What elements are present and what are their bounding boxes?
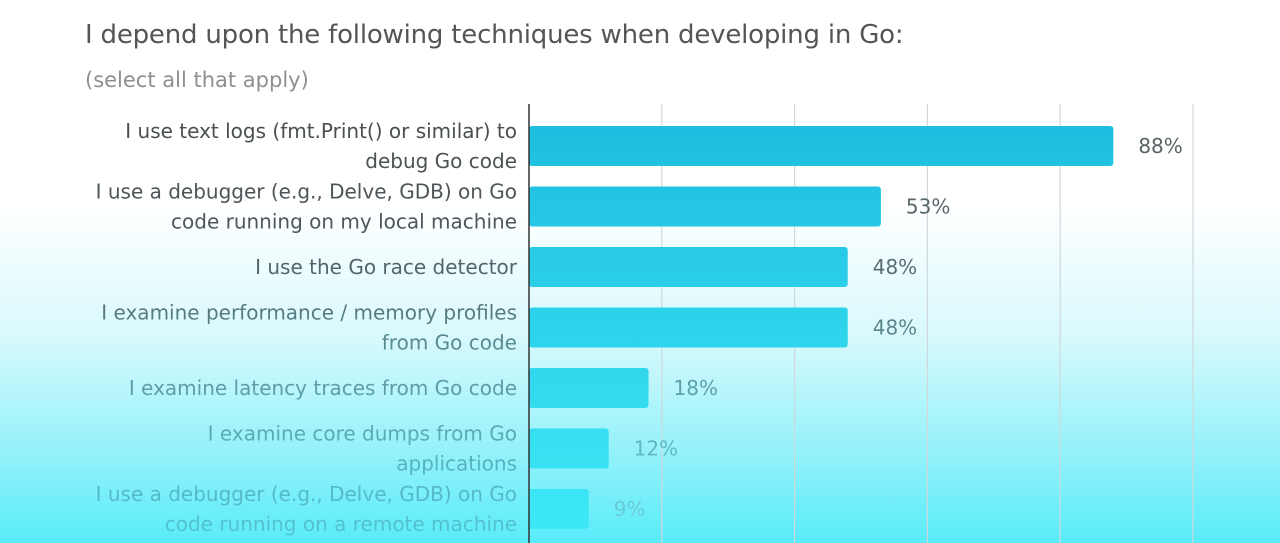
value-label: 53% [906, 195, 950, 219]
bars [529, 126, 1114, 529]
chart-subtitle: (select all that apply) [85, 68, 309, 92]
category-label: I use text logs (fmt.Print() or similar)… [125, 119, 517, 173]
value-labels: 88% 53% 48% 48% 18% 12% 9% [614, 134, 1183, 521]
bar [529, 368, 649, 408]
bar [529, 428, 609, 469]
bar [529, 247, 848, 287]
value-label: 48% [873, 255, 917, 279]
value-label: 48% [873, 316, 917, 340]
value-label: 12% [634, 437, 678, 461]
chart-title: I depend upon the following techniques w… [85, 20, 904, 50]
value-label: 88% [1138, 134, 1182, 158]
category-label: I use a debugger (e.g., Delve, GDB) on G… [96, 482, 517, 536]
bar [529, 489, 589, 529]
category-label: I examine latency traces from Go code [129, 376, 517, 400]
bar [529, 186, 881, 227]
category-label: I examine core dumps from Go applications [208, 422, 517, 476]
category-label: I use a debugger (e.g., Delve, GDB) on G… [96, 180, 517, 234]
category-label: I use the Go race detector [255, 255, 518, 279]
category-label: I examine performance / memory profiles f… [101, 301, 517, 355]
bar [529, 307, 848, 348]
value-label: 9% [614, 497, 646, 521]
bar [529, 126, 1114, 166]
value-label: 18% [674, 376, 718, 400]
category-labels: I use text logs (fmt.Print() or similar)… [96, 119, 518, 536]
